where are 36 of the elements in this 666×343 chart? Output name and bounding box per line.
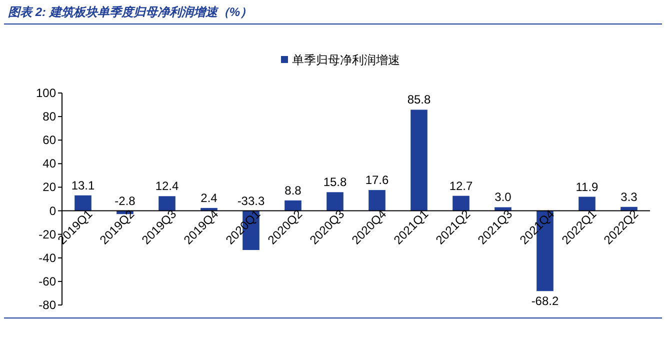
bar (578, 196, 596, 211)
bar (410, 110, 428, 211)
data-label: 17.6 (365, 173, 389, 188)
data-label: 3.0 (494, 190, 512, 204)
bar (368, 190, 386, 211)
data-label: 3.3 (620, 190, 638, 204)
data-label: 13.1 (71, 178, 95, 192)
bar (620, 206, 638, 211)
bar (452, 196, 470, 211)
y-tick-label: -20 (38, 227, 56, 242)
y-tick-label: 80 (42, 110, 56, 124)
data-label: 11.9 (576, 180, 599, 194)
data-label: 15.8 (323, 175, 347, 190)
bar (74, 195, 92, 211)
chart-title: 图表 2: 建筑板块单季度归母净利润增速（%） (8, 5, 252, 19)
y-tick-label: 60 (42, 133, 56, 148)
data-label: 8.8 (284, 183, 302, 198)
data-label: -33.3 (237, 194, 265, 208)
data-label: -2.8 (114, 194, 136, 208)
y-tick-label: 20 (42, 180, 56, 194)
data-label: 85.8 (407, 92, 431, 107)
data-label: 2.4 (200, 190, 218, 205)
legend-label: 单季归母净利润增速 (292, 53, 400, 67)
y-tick-label: -60 (38, 274, 56, 288)
bar (284, 200, 302, 211)
data-label: -68.2 (531, 294, 559, 308)
bar (494, 207, 512, 211)
y-tick-label: -80 (38, 298, 56, 312)
y-tick-label: -40 (38, 250, 56, 265)
y-tick-label: 40 (42, 156, 56, 171)
bar (158, 196, 176, 211)
data-label: 12.4 (155, 179, 179, 194)
data-label: 12.7 (449, 178, 473, 193)
y-tick-label: 100 (36, 86, 56, 100)
bar (326, 192, 344, 211)
y-tick-label: 0 (49, 204, 56, 218)
